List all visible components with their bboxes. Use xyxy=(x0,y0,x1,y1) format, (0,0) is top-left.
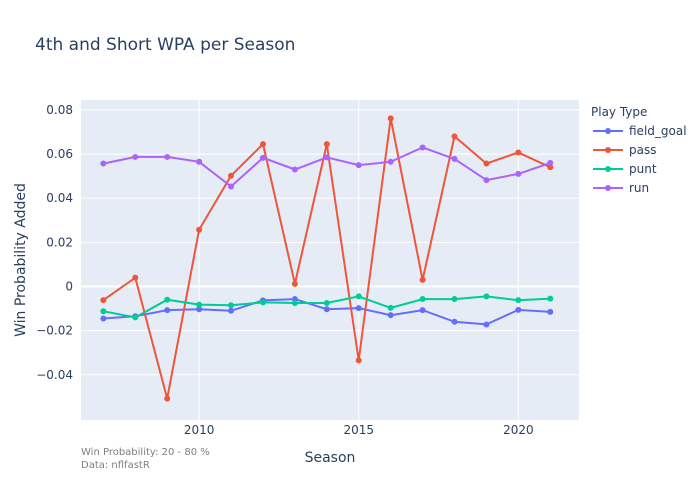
legend-item-run[interactable]: run xyxy=(593,181,649,195)
data-point-run xyxy=(164,153,171,160)
data-point-run xyxy=(196,158,203,165)
data-point-pass xyxy=(291,280,298,287)
data-point-run xyxy=(132,153,139,160)
legend-label-punt: punt xyxy=(629,162,657,176)
data-point-punt xyxy=(387,304,394,311)
data-point-pass xyxy=(196,226,203,233)
series-group xyxy=(100,115,554,402)
data-point-punt xyxy=(483,293,490,300)
data-point-field_goal xyxy=(196,306,203,313)
plot-area xyxy=(81,100,579,420)
legend-label-run: run xyxy=(629,181,649,195)
grid xyxy=(81,100,579,420)
data-point-punt xyxy=(100,308,107,315)
data-point-run xyxy=(291,166,298,173)
data-point-field_goal xyxy=(355,305,362,312)
y-tick-label: 0.06 xyxy=(46,147,73,161)
y-axis: −0.04 −0.02 0 0.02 0.04 0.06 0.08 xyxy=(36,103,73,382)
data-point-field_goal xyxy=(547,308,554,315)
data-point-field_goal xyxy=(100,315,107,322)
x-tick-label: 2010 xyxy=(184,423,215,437)
data-point-run xyxy=(515,170,522,177)
data-point-pass xyxy=(355,357,362,364)
note-data-source: Data: nflfastR xyxy=(81,460,150,471)
legend-item-punt[interactable]: punt xyxy=(593,162,657,176)
data-point-punt xyxy=(196,301,203,308)
data-point-run xyxy=(547,159,554,166)
legend-title: Play Type xyxy=(591,105,647,119)
data-point-run xyxy=(323,154,330,161)
data-point-run xyxy=(259,154,266,161)
data-point-run xyxy=(483,177,490,184)
y-tick-label: 0 xyxy=(65,279,73,293)
legend-marker-field_goal xyxy=(605,128,611,134)
legend-marker-run xyxy=(605,185,611,191)
data-point-pass xyxy=(164,395,171,402)
data-point-pass xyxy=(547,164,554,171)
data-point-punt xyxy=(355,293,362,300)
legend-label-field_goal: field_goal xyxy=(629,124,687,138)
legend-label-pass: pass xyxy=(629,143,656,157)
data-point-punt xyxy=(451,296,458,303)
x-tick-label: 2015 xyxy=(343,423,374,437)
data-point-field_goal xyxy=(515,306,522,313)
x-axis-title: Season xyxy=(305,450,356,466)
legend-item-pass[interactable]: pass xyxy=(593,143,656,157)
y-tick-label: 0.02 xyxy=(46,235,73,249)
y-tick-label: 0.04 xyxy=(46,191,73,205)
legend-marker-pass xyxy=(605,147,611,153)
data-point-run xyxy=(228,183,235,190)
data-point-punt xyxy=(132,314,139,321)
data-point-pass xyxy=(515,149,522,156)
data-point-run xyxy=(100,160,107,167)
y-tick-label: −0.02 xyxy=(36,324,73,338)
data-point-pass xyxy=(483,160,490,167)
data-point-punt xyxy=(419,296,426,303)
data-point-pass xyxy=(419,276,426,283)
x-tick-label: 2020 xyxy=(503,423,534,437)
data-point-run xyxy=(419,144,426,151)
data-point-pass xyxy=(100,297,107,304)
data-point-run xyxy=(355,162,362,169)
data-point-pass xyxy=(228,172,235,179)
data-point-pass xyxy=(132,274,139,281)
note-win-probability: Win Probability: 20 - 80 % xyxy=(81,447,210,458)
legend-marker-punt xyxy=(605,166,611,172)
data-point-field_goal xyxy=(228,307,235,314)
y-tick-label: 0.08 xyxy=(46,103,73,117)
data-point-field_goal xyxy=(451,318,458,325)
data-point-punt xyxy=(515,297,522,304)
data-point-pass xyxy=(451,133,458,140)
data-point-pass xyxy=(387,115,394,122)
data-point-field_goal xyxy=(483,321,490,328)
x-axis: 2010 2015 2020 xyxy=(184,423,534,437)
data-point-punt xyxy=(291,300,298,307)
data-point-pass xyxy=(323,141,330,148)
series-punt xyxy=(100,293,554,321)
y-tick-label: −0.04 xyxy=(36,368,73,382)
data-point-field_goal xyxy=(419,307,426,314)
data-point-punt xyxy=(259,299,266,306)
data-point-field_goal xyxy=(323,306,330,313)
data-point-punt xyxy=(164,296,171,303)
data-point-punt xyxy=(547,295,554,302)
data-point-pass xyxy=(259,141,266,148)
series-pass xyxy=(100,115,554,402)
data-point-punt xyxy=(323,300,330,307)
data-point-field_goal xyxy=(164,307,171,314)
data-point-run xyxy=(451,155,458,162)
data-point-punt xyxy=(228,302,235,309)
series-run xyxy=(100,144,554,190)
y-axis-title: Win Probability Added xyxy=(13,183,29,337)
data-point-run xyxy=(387,158,394,165)
legend-item-field_goal[interactable]: field_goal xyxy=(593,124,687,138)
data-point-field_goal xyxy=(387,312,394,319)
chart-title: 4th and Short WPA per Season xyxy=(35,35,295,55)
